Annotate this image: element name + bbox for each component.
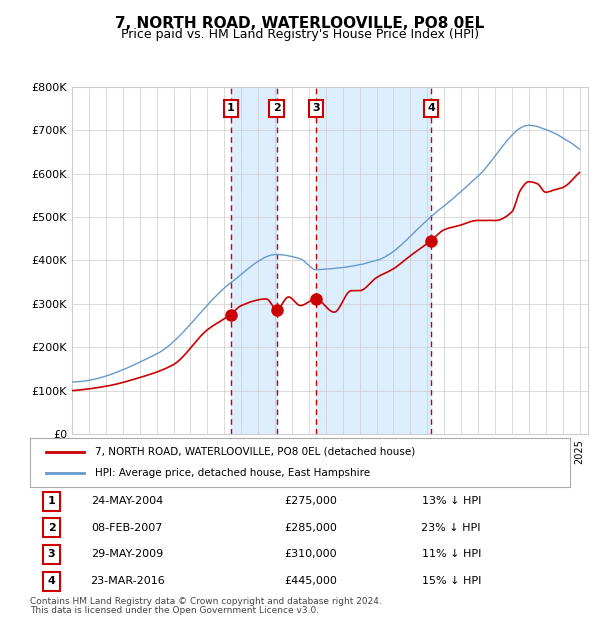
Text: Contains HM Land Registry data © Crown copyright and database right 2024.: Contains HM Land Registry data © Crown c… bbox=[30, 597, 382, 606]
Text: 3: 3 bbox=[48, 549, 55, 559]
Text: 08-FEB-2007: 08-FEB-2007 bbox=[92, 523, 163, 533]
Text: HPI: Average price, detached house, East Hampshire: HPI: Average price, detached house, East… bbox=[95, 468, 370, 478]
Text: £285,000: £285,000 bbox=[284, 523, 337, 533]
Bar bbox=[316, 87, 431, 434]
Bar bbox=[231, 87, 277, 434]
Text: Price paid vs. HM Land Registry's House Price Index (HPI): Price paid vs. HM Land Registry's House … bbox=[121, 28, 479, 41]
Text: 2: 2 bbox=[273, 104, 281, 113]
Text: 4: 4 bbox=[427, 104, 435, 113]
Text: 1: 1 bbox=[48, 496, 55, 506]
Text: 1: 1 bbox=[227, 104, 235, 113]
Text: £445,000: £445,000 bbox=[284, 576, 337, 586]
Text: This data is licensed under the Open Government Licence v3.0.: This data is licensed under the Open Gov… bbox=[30, 606, 319, 615]
Text: 7, NORTH ROAD, WATERLOOVILLE, PO8 0EL (detached house): 7, NORTH ROAD, WATERLOOVILLE, PO8 0EL (d… bbox=[95, 447, 415, 457]
Text: 23-MAR-2016: 23-MAR-2016 bbox=[90, 576, 164, 586]
Text: 13% ↓ HPI: 13% ↓ HPI bbox=[422, 496, 481, 506]
Text: 29-MAY-2009: 29-MAY-2009 bbox=[91, 549, 163, 559]
Text: 24-MAY-2004: 24-MAY-2004 bbox=[91, 496, 163, 506]
Text: £310,000: £310,000 bbox=[284, 549, 337, 559]
Text: £275,000: £275,000 bbox=[284, 496, 337, 506]
Text: 23% ↓ HPI: 23% ↓ HPI bbox=[421, 523, 481, 533]
Text: 7, NORTH ROAD, WATERLOOVILLE, PO8 0EL: 7, NORTH ROAD, WATERLOOVILLE, PO8 0EL bbox=[115, 16, 485, 30]
Text: 4: 4 bbox=[47, 576, 56, 586]
Text: 2: 2 bbox=[48, 523, 55, 533]
Text: 11% ↓ HPI: 11% ↓ HPI bbox=[422, 549, 481, 559]
Text: 3: 3 bbox=[312, 104, 320, 113]
Text: 15% ↓ HPI: 15% ↓ HPI bbox=[422, 576, 481, 586]
